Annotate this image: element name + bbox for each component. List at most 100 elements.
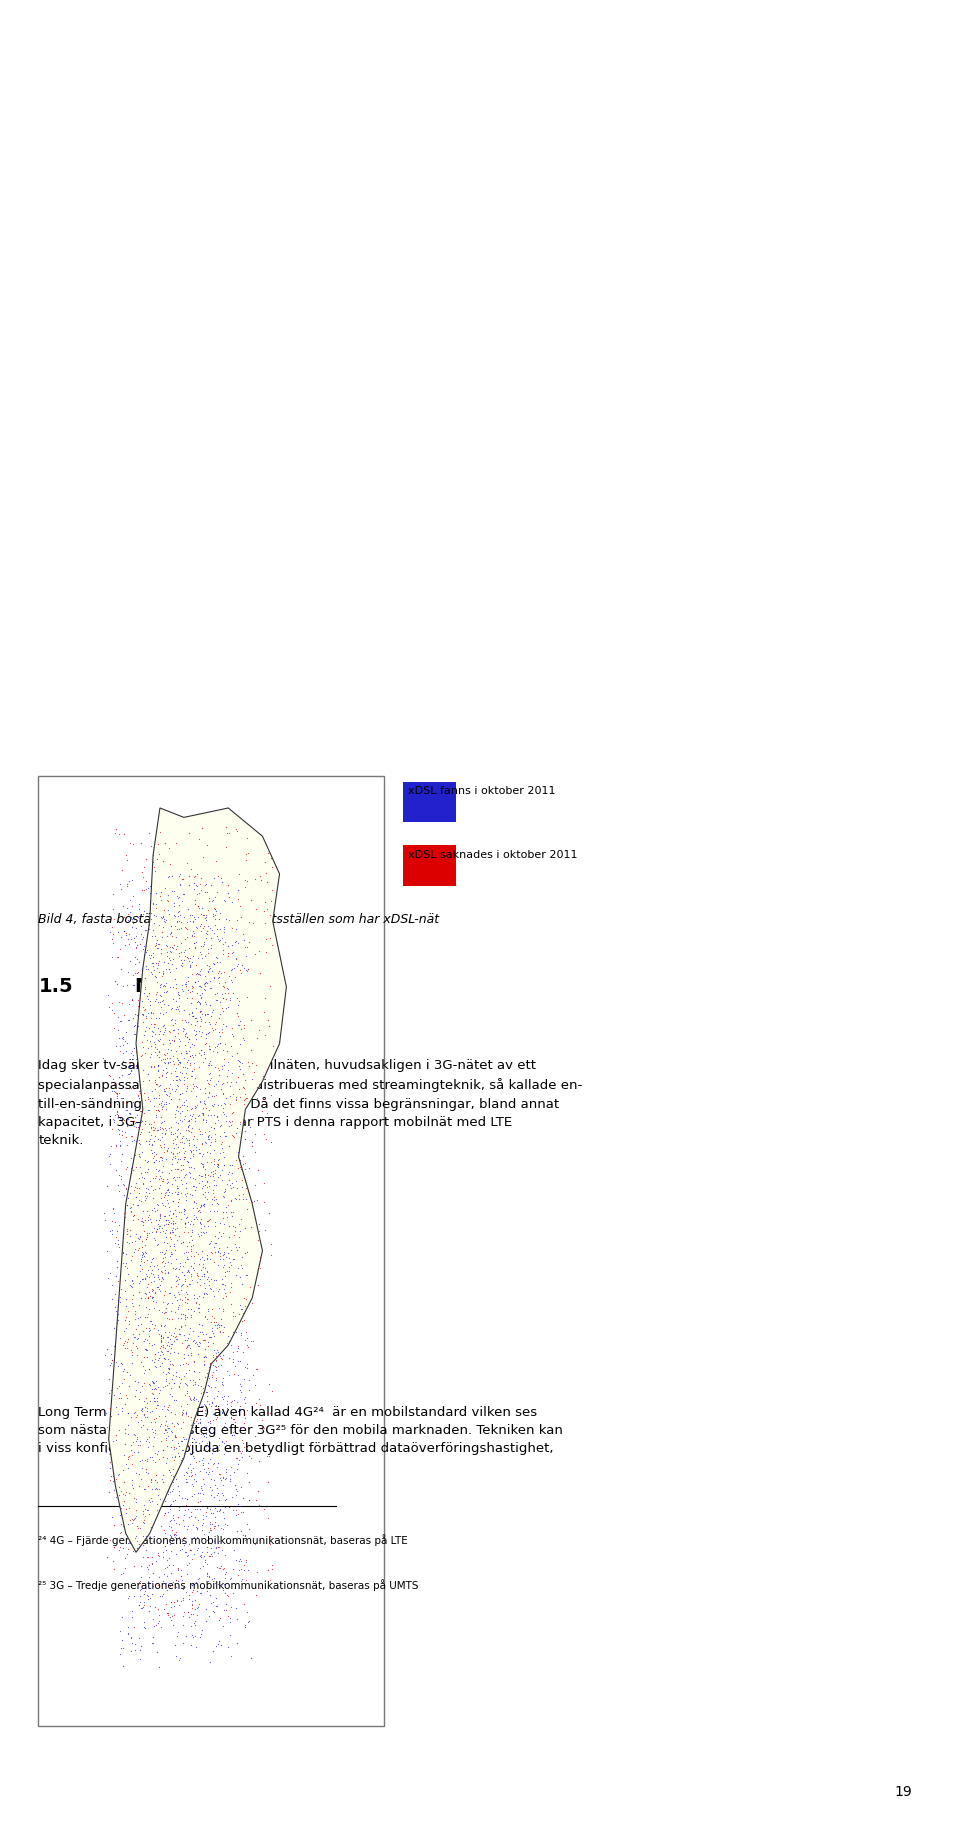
Point [106,1426,121,1455]
Point [174,1426,189,1455]
Point [218,833,233,862]
Point [210,1537,226,1567]
Point [139,937,155,966]
Point [131,1112,146,1141]
Point [240,1395,255,1424]
Point [167,1422,182,1452]
Point [132,1567,147,1596]
Point [178,1209,193,1238]
Point [159,1417,175,1446]
Point [192,893,207,922]
Point [127,1139,142,1169]
Point [186,1121,202,1150]
Point [158,970,174,999]
Point [174,1096,189,1125]
Point [226,1172,241,1202]
Point [139,1220,155,1249]
Point [164,1443,180,1472]
Point [192,1446,207,1475]
Point [153,1328,168,1357]
Point [114,1625,130,1654]
Point [157,1076,173,1105]
Point [156,1114,171,1143]
Point [119,1384,134,1413]
Point [203,1229,218,1258]
Point [184,1218,200,1247]
Point [229,1443,245,1472]
Point [155,1086,170,1116]
Point [196,1349,211,1379]
Point [232,1411,248,1441]
Point [151,1050,166,1079]
Point [168,1178,183,1207]
Point [146,1572,161,1601]
Point [234,1048,250,1077]
Point [134,1233,150,1262]
Point [242,1514,257,1543]
Point [130,1512,145,1541]
Point [119,1450,134,1479]
Point [164,911,180,940]
Point [173,1304,188,1333]
Point [195,1099,210,1128]
Point [168,1565,183,1594]
Point [150,929,165,959]
Point [181,1037,197,1066]
Point [162,1043,178,1072]
Point [129,1152,144,1181]
Point [162,1490,178,1519]
Point [211,1149,227,1178]
Point [132,1128,147,1158]
Point [117,1390,132,1419]
Point [184,1057,200,1086]
Point [186,875,202,904]
Point [106,1466,121,1495]
Point [221,939,236,968]
Point [120,970,135,999]
Point [179,1174,194,1203]
Point [199,1107,214,1136]
Point [184,1061,200,1090]
Point [188,889,204,918]
Point [233,1554,249,1583]
Point [236,1589,252,1618]
Point [147,1439,162,1468]
Point [188,1017,204,1046]
Point [152,973,167,1002]
Point [165,1128,180,1158]
Point [148,1446,163,1475]
Point [171,1362,186,1391]
Point [189,1536,204,1565]
Point [249,1050,264,1079]
Point [141,1295,156,1324]
Point [196,1262,211,1291]
Point [157,1254,173,1284]
Point [155,1331,170,1360]
Point [151,1275,166,1304]
Point [196,1419,211,1448]
Point [177,1260,192,1289]
Point [191,824,206,853]
Point [215,1269,230,1298]
Point [160,1353,176,1382]
Point [219,1192,234,1222]
Point [208,1366,224,1395]
Point [193,957,208,986]
Point [198,1183,213,1212]
Point [178,1399,193,1428]
Point [163,959,179,988]
Point [222,1107,237,1136]
Point [163,1085,179,1114]
Point [236,1364,252,1393]
Point [160,1034,176,1063]
Point [165,1567,180,1596]
Point [158,1295,174,1324]
Point [165,1461,180,1490]
Point [148,1205,163,1234]
Point [129,933,144,962]
Point [189,988,204,1017]
Point [120,1534,135,1563]
Point [123,1099,138,1128]
Point [198,906,213,935]
Point [153,1070,168,1099]
